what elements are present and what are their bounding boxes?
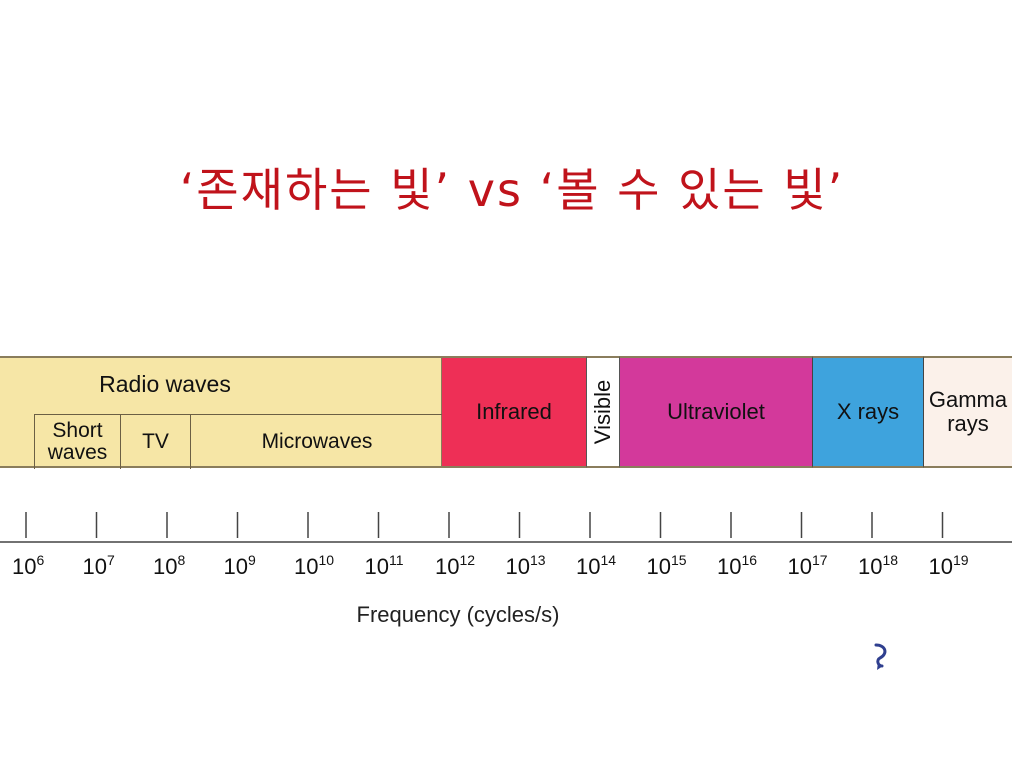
- gamma-label-1: Gamma: [928, 387, 1008, 412]
- axis-tick-label: 107: [83, 552, 115, 579]
- axis-tick-label: 1017: [788, 552, 828, 579]
- band-short-waves: Short waves: [35, 415, 121, 469]
- short-waves-label-1: Short: [52, 419, 103, 442]
- frequency-axis-svg: 106 107 108 109 1010 1011 1012 1013 1014 1015 1016…: [0, 512, 1012, 579]
- em-spectrum-bar: Radio waves Short waves TV Microwaves In…: [0, 356, 1012, 469]
- axis-tick-label: 1013: [506, 552, 546, 579]
- frequency-axis-label: Frequency (cycles/s): [356, 602, 560, 627]
- frequency-axis: 106 107 108 109 1010 1011 1012 1013 1014 1015 1016…: [0, 500, 1012, 600]
- gamma-label-2: rays: [947, 411, 989, 436]
- microwaves-label: Microwaves: [261, 430, 373, 453]
- axis-tick-label: 1018: [858, 552, 898, 579]
- axis-tick-label: 1014: [576, 552, 616, 579]
- axis-tick-label: 1015: [647, 552, 687, 579]
- visible-label: Visible: [590, 379, 616, 445]
- axis-tick-label: 1012: [435, 552, 475, 579]
- radio-waves-label: Radio waves: [99, 371, 231, 397]
- infrared-label: Infrared: [476, 399, 552, 424]
- tv-label: TV: [142, 430, 169, 453]
- band-visible: Visible: [586, 356, 620, 468]
- slide-title: ‘존재하는 빛’ vs ‘볼 수 있는 빛’: [179, 163, 845, 217]
- axis-tick-label: 1019: [929, 552, 969, 579]
- band-ultraviolet: Ultraviolet: [620, 356, 812, 468]
- band-radio-waves: Radio waves Short waves TV Microwaves: [0, 356, 443, 469]
- ultraviolet-label: Ultraviolet: [667, 399, 765, 424]
- band-microwaves: Microwaves: [191, 415, 443, 469]
- radio-subbands: Short waves TV Microwaves: [34, 414, 443, 469]
- axis-tick-label: 106: [12, 552, 44, 579]
- band-tv: TV: [121, 415, 191, 469]
- axis-tick-label: 1016: [717, 552, 757, 579]
- band-x-rays: X rays: [812, 356, 924, 468]
- short-waves-label-2: waves: [47, 441, 108, 464]
- return-arrow-icon[interactable]: [870, 642, 892, 672]
- band-gamma-rays: Gamma rays: [924, 356, 1012, 468]
- axis-tick-label: 1011: [365, 552, 404, 579]
- x-rays-label: X rays: [836, 399, 900, 424]
- band-infrared: Infrared: [442, 356, 586, 468]
- axis-tick-label: 109: [224, 552, 256, 579]
- axis-tick-label: 108: [153, 552, 185, 579]
- axis-tick-label: 1010: [294, 552, 334, 579]
